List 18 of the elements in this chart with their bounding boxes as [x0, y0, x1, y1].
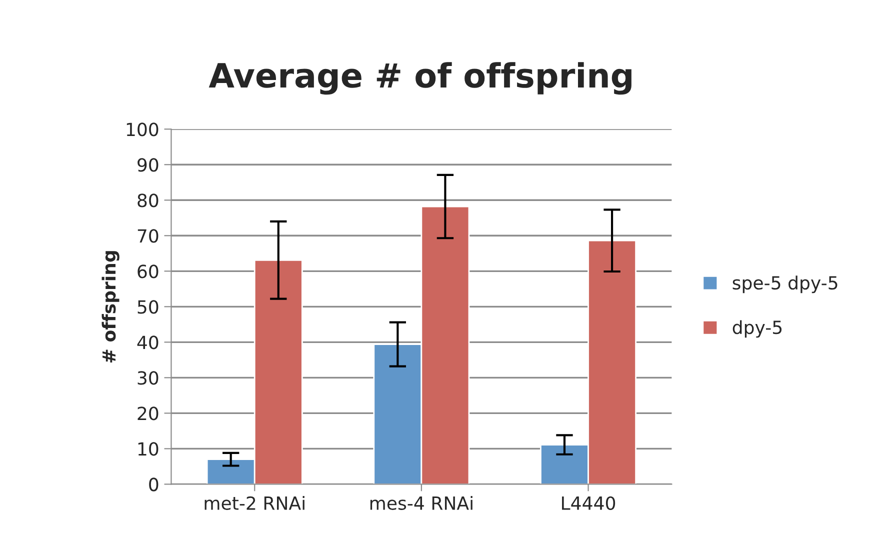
y-tick-label: 90: [138, 158, 158, 172]
y-tick-label: 20: [138, 406, 158, 420]
y-tick-label: 30: [138, 371, 158, 385]
legend-label: dpy-5: [732, 320, 782, 338]
y-tick-label: 10: [138, 442, 158, 456]
y-tick-label: 40: [137, 336, 158, 350]
x-tick-label: mes-4 RNAi: [370, 496, 472, 510]
x-tick-label: met-2 RNAi: [204, 496, 304, 510]
y-tick-label: 70: [138, 229, 158, 243]
chart-title: Average # of offspring: [208, 62, 632, 95]
y-tick-label: 50: [138, 300, 158, 314]
y-tick-label: 80: [138, 194, 158, 208]
legend-label: spe-5 dpy-5: [732, 276, 838, 294]
y-tick-label: 100: [126, 122, 158, 136]
y-tick-label: 0: [149, 478, 158, 492]
y-axis-title: # offspring: [102, 251, 120, 362]
x-tick-label: L4440: [562, 496, 616, 510]
y-tick-label: 60: [138, 264, 158, 278]
